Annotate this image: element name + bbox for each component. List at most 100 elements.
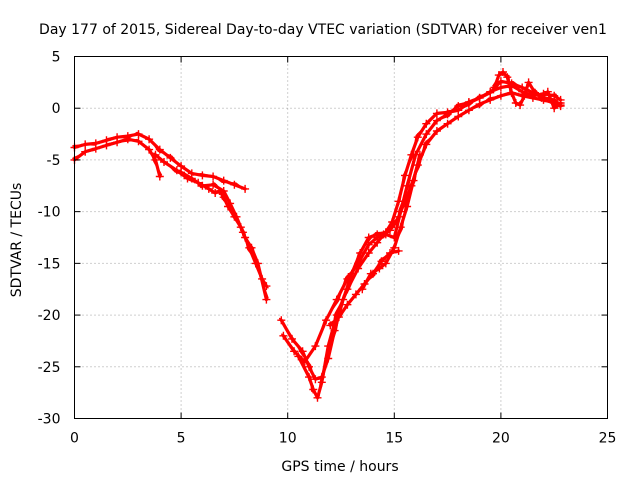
data-point (396, 223, 405, 232)
data-point (550, 91, 559, 100)
data-point (81, 140, 90, 149)
data-point (209, 180, 218, 189)
data-point (322, 316, 331, 325)
data-point (454, 102, 463, 111)
data-point (499, 68, 507, 76)
x-tick-label: 5 (177, 431, 186, 447)
data-point (358, 285, 367, 294)
data-point (394, 246, 403, 255)
data-point (288, 334, 296, 343)
data-point (443, 119, 452, 128)
data-point (464, 98, 473, 106)
data-point (134, 137, 143, 146)
data-point (486, 95, 495, 104)
data-point (490, 83, 499, 92)
data-point (373, 238, 382, 247)
data-point (309, 385, 318, 394)
data-point (415, 150, 424, 159)
data-point (364, 233, 373, 242)
data-point (543, 87, 552, 96)
data-point (496, 91, 505, 100)
x-tick-label: 20 (492, 431, 510, 447)
axis-ticks: 0 5 10 15 20 25 5 0 -5 -10 -15 -20 -25 -30 (38, 50, 617, 447)
data-point (537, 93, 546, 102)
y-axis-label: SDTVAR / TECUs (9, 183, 25, 298)
data-point (413, 133, 422, 142)
data-point (155, 145, 164, 154)
data-point (364, 240, 373, 249)
data-point (366, 269, 375, 278)
data-point (209, 172, 218, 181)
data-point (343, 274, 352, 283)
data-point (422, 140, 431, 149)
y-tick-label: -30 (38, 412, 61, 428)
data-point (151, 150, 160, 159)
data-point (219, 176, 228, 185)
data-point (503, 73, 512, 82)
plot-frame (74, 56, 608, 419)
data-point (145, 135, 154, 144)
data-point (443, 110, 452, 119)
data-point (377, 257, 386, 266)
data-point (134, 130, 143, 139)
data-point (403, 202, 412, 211)
data-point (155, 172, 164, 181)
y-tick-label: 0 (52, 101, 61, 117)
data-point (379, 230, 388, 239)
data-point (432, 109, 441, 118)
series-track-2-spread (72, 138, 163, 176)
y-tick-label: -15 (38, 256, 61, 272)
data-point (354, 264, 363, 273)
y-tick-label: -25 (38, 360, 61, 376)
data-point (198, 171, 207, 180)
data-point (187, 174, 196, 183)
data-point (390, 220, 399, 229)
y-tick-label: 5 (52, 50, 61, 66)
data-point (386, 226, 394, 235)
data-point (520, 91, 529, 100)
x-axis-label: GPS time / hours (281, 459, 398, 475)
y-tick-label: -20 (38, 308, 61, 324)
data-point (123, 135, 132, 144)
data-point (524, 78, 533, 87)
data-point (311, 375, 320, 384)
data-point (332, 295, 341, 304)
data-point (432, 127, 441, 135)
data-point (305, 362, 313, 371)
data-point (102, 141, 111, 150)
data-point (313, 393, 322, 402)
x-tick-label: 10 (279, 431, 297, 447)
data-point (290, 347, 299, 356)
data-point (454, 112, 463, 121)
data-point (226, 199, 235, 208)
data-point (556, 99, 565, 107)
data-point (375, 264, 384, 273)
y-tick-label: -5 (47, 153, 61, 169)
data-point (317, 378, 326, 387)
data-point (351, 290, 360, 299)
data-point (334, 313, 343, 322)
data-point (343, 285, 352, 294)
data-layer (70, 68, 565, 402)
data-point (531, 88, 539, 97)
data-point (494, 71, 503, 80)
data-point (230, 180, 239, 189)
data-point (166, 153, 175, 162)
x-tick-label: 15 (385, 431, 403, 447)
data-point (511, 99, 520, 107)
data-point (238, 228, 247, 237)
data-point (198, 181, 207, 190)
chart-title: Day 177 of 2015, Sidereal Day-to-day VTE… (39, 22, 607, 38)
data-point (298, 347, 307, 356)
data-point (232, 212, 241, 221)
data-point (343, 300, 352, 309)
series-track-5 (279, 79, 563, 381)
data-point (422, 119, 431, 128)
data-point (432, 116, 441, 125)
y-tick-label: -10 (38, 205, 61, 221)
data-point (251, 259, 260, 268)
data-point (390, 243, 399, 252)
data-point (550, 104, 559, 113)
data-point (401, 171, 409, 180)
